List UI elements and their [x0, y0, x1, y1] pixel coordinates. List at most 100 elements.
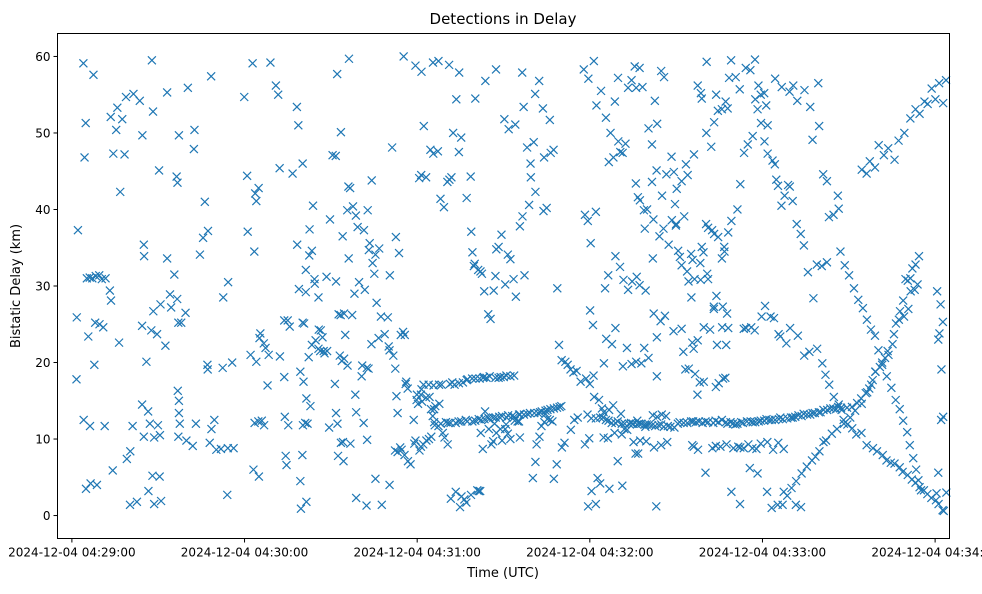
- detection-point: [117, 114, 127, 124]
- detection-point: [364, 364, 373, 374]
- detection-point: [374, 333, 384, 343]
- detection-point: [387, 143, 397, 152]
- detection-point: [773, 181, 783, 191]
- detection-point: [160, 341, 170, 351]
- detection-point: [149, 433, 159, 442]
- detection-point: [343, 182, 353, 191]
- detection-point: [663, 421, 673, 431]
- detection-point: [454, 68, 464, 77]
- detection-point: [681, 159, 691, 169]
- detection-point: [466, 227, 476, 237]
- detection-point: [847, 423, 857, 433]
- detection-point: [531, 457, 540, 467]
- detection-point: [934, 78, 944, 88]
- detection-point: [890, 459, 899, 468]
- detection-point: [711, 90, 721, 100]
- detection-point: [915, 482, 924, 492]
- detection-point: [640, 422, 650, 432]
- detection-point: [812, 260, 822, 270]
- detection-point: [837, 405, 847, 415]
- detection-point: [106, 296, 116, 305]
- detection-point: [364, 245, 374, 255]
- detection-point: [644, 123, 653, 133]
- detection-point: [357, 371, 367, 381]
- detection-point: [808, 293, 818, 303]
- detection-point: [295, 367, 305, 377]
- detection-point: [477, 269, 487, 279]
- x-axis-ticks: 2024-12-04 04:29:00 2024-12-04 04:30:00 20…: [8, 538, 982, 560]
- detection-point: [472, 485, 482, 495]
- detection-point: [718, 374, 728, 384]
- detection-point: [310, 274, 319, 284]
- detection-point: [471, 374, 481, 384]
- detection-point: [439, 202, 449, 212]
- detection-point: [824, 380, 834, 390]
- detection-point: [455, 502, 465, 512]
- detection-point: [189, 144, 199, 154]
- detection-point: [807, 456, 817, 465]
- x-tick-label: 2024-12-04 04:30:00: [181, 546, 308, 560]
- detection-point: [425, 392, 434, 402]
- detection-point: [911, 465, 921, 475]
- detection-point: [611, 323, 620, 333]
- detection-point: [815, 446, 824, 456]
- detection-point: [376, 312, 386, 322]
- detection-point: [804, 347, 814, 357]
- detection-point: [693, 335, 703, 345]
- detection-point: [611, 251, 620, 261]
- detection-point: [735, 499, 745, 509]
- detection-point: [146, 325, 156, 335]
- x-tick-label: 2024-12-04 04:33:00: [699, 546, 826, 560]
- detection-point: [318, 332, 327, 342]
- detection-point: [294, 284, 304, 294]
- detection-point: [677, 324, 687, 334]
- detection-point: [648, 254, 658, 263]
- detection-point: [788, 413, 798, 423]
- detection-point: [721, 340, 731, 350]
- detection-point: [105, 286, 115, 296]
- detection-point: [617, 481, 627, 491]
- detection-point: [791, 500, 801, 510]
- detection-point: [584, 433, 594, 443]
- detection-point: [791, 476, 801, 486]
- detection-point: [94, 270, 104, 280]
- detection-point: [368, 258, 378, 268]
- detection-point: [531, 187, 540, 197]
- detection-point: [301, 394, 311, 403]
- detection-point: [535, 407, 545, 417]
- detection-point: [678, 347, 688, 357]
- detection-point: [618, 148, 628, 158]
- detection-point: [190, 125, 199, 135]
- detection-point: [451, 487, 461, 497]
- detection-point: [322, 272, 331, 282]
- detection-point: [362, 435, 372, 445]
- detection-point: [939, 506, 949, 516]
- detection-point: [476, 415, 486, 425]
- detection-point: [782, 491, 792, 501]
- detection-point: [915, 109, 924, 119]
- detection-point: [489, 286, 499, 296]
- detection-point: [304, 250, 314, 260]
- detection-point: [754, 81, 763, 90]
- detection-point: [886, 383, 896, 393]
- detection-point: [479, 286, 489, 296]
- detection-point: [631, 357, 641, 367]
- detection-point: [486, 314, 495, 324]
- detection-point: [563, 360, 573, 370]
- detection-point: [812, 344, 822, 354]
- detection-point: [647, 420, 657, 430]
- detection-point: [101, 273, 110, 283]
- detection-point: [608, 153, 618, 162]
- detection-point: [635, 63, 645, 73]
- detection-point: [148, 471, 157, 481]
- detection-point: [779, 444, 789, 454]
- detection-point: [829, 392, 839, 402]
- detection-point: [400, 450, 409, 460]
- detection-point: [709, 302, 719, 312]
- detection-point: [793, 331, 803, 341]
- detection-point: [243, 227, 253, 237]
- detection-point: [336, 438, 346, 448]
- detection-point: [415, 446, 424, 455]
- detection-point: [331, 151, 341, 161]
- detection-point: [613, 456, 623, 466]
